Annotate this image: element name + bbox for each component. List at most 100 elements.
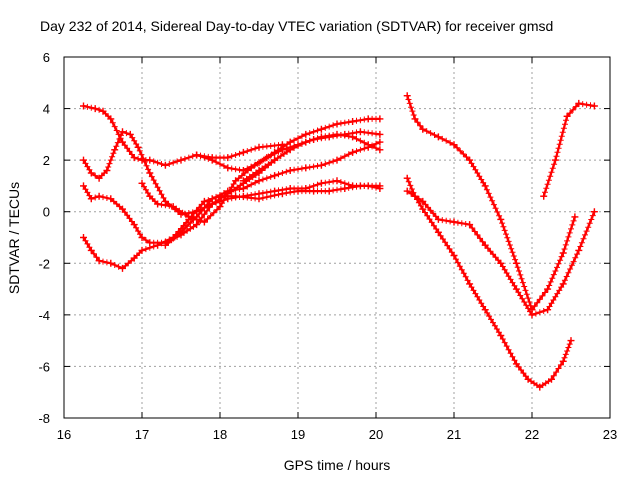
data-point <box>512 285 520 293</box>
data-point <box>224 154 232 162</box>
data-point <box>450 252 458 259</box>
data-point <box>193 151 201 159</box>
data-point <box>419 125 427 133</box>
data-point <box>224 187 232 195</box>
data-point <box>317 133 325 141</box>
data-point <box>376 182 384 190</box>
data-point <box>134 143 142 151</box>
series-line <box>406 94 577 311</box>
data-point <box>528 311 536 319</box>
data-point <box>434 228 442 236</box>
data-point <box>497 215 505 223</box>
data-point <box>119 205 126 213</box>
data-point <box>193 213 201 221</box>
data-point <box>286 146 294 154</box>
data-point <box>376 146 384 154</box>
data-point <box>481 306 489 314</box>
data-point <box>200 218 208 226</box>
data-point <box>317 179 325 187</box>
y-tick-label: -2 <box>38 256 50 271</box>
series-trace-f <box>161 138 384 249</box>
data-point <box>536 383 544 391</box>
data-point <box>294 187 302 195</box>
data-point <box>87 169 95 177</box>
series-line <box>542 102 596 198</box>
x-tick-label: 20 <box>369 427 383 442</box>
series-trace-g <box>193 115 384 174</box>
data-point <box>255 195 263 203</box>
data-point <box>466 156 474 164</box>
data-point <box>302 138 310 146</box>
data-point <box>563 112 571 120</box>
data-point <box>130 221 138 229</box>
data-point <box>349 148 357 156</box>
data-point <box>403 92 411 100</box>
data-point <box>310 187 318 195</box>
data-point <box>146 192 154 200</box>
data-point <box>271 148 279 156</box>
series-markers <box>404 92 578 313</box>
data-point <box>333 120 341 128</box>
data-point <box>286 138 294 146</box>
data-point <box>208 195 216 203</box>
data-point <box>590 208 598 216</box>
data-point <box>559 249 567 257</box>
data-point <box>154 241 162 249</box>
data-point <box>255 177 263 185</box>
series-markers <box>80 182 383 272</box>
x-tick-label: 22 <box>525 427 539 442</box>
data-point <box>80 156 87 164</box>
data-point <box>349 133 357 141</box>
data-point <box>232 192 240 200</box>
data-point <box>107 115 115 123</box>
data-point <box>571 213 579 221</box>
data-point <box>103 167 111 174</box>
data-point <box>512 360 520 368</box>
data-point <box>138 234 146 241</box>
data-point <box>119 128 126 136</box>
data-point <box>548 375 555 383</box>
axis-ticks: 16 17 18 19 20 21 22 23 -8 -6 -4 -2 0 2 4 6 <box>38 50 617 442</box>
data-point <box>356 182 364 190</box>
data-point <box>216 203 224 211</box>
data-point <box>376 130 384 138</box>
data-point <box>119 264 126 272</box>
data-point <box>146 156 154 164</box>
data-point <box>99 107 107 115</box>
data-point <box>138 246 146 254</box>
data-point <box>567 337 575 345</box>
series-trace-k <box>403 187 575 391</box>
series-traces <box>80 92 598 391</box>
data-point <box>87 195 95 203</box>
data-point <box>544 285 552 293</box>
data-point <box>466 280 474 288</box>
data-point <box>497 259 505 267</box>
data-point <box>95 174 103 182</box>
data-point <box>80 234 87 241</box>
x-tick-label: 18 <box>213 427 227 442</box>
series-markers <box>240 131 383 184</box>
data-point <box>91 105 99 113</box>
data-point <box>434 215 442 223</box>
data-point <box>356 128 364 136</box>
data-point <box>403 187 411 195</box>
x-axis-label: GPS time / hours <box>284 457 391 473</box>
data-point <box>271 156 279 164</box>
data-point <box>333 177 341 185</box>
data-point <box>450 141 458 149</box>
data-point <box>255 167 263 174</box>
data-point <box>512 259 520 267</box>
data-point <box>111 146 119 154</box>
data-point <box>481 241 489 249</box>
y-tick-label: -4 <box>38 308 50 323</box>
data-point <box>481 182 489 190</box>
data-point <box>80 182 87 190</box>
series-trace-l <box>540 99 598 200</box>
y-tick-label: -8 <box>38 411 50 426</box>
data-point <box>255 143 263 151</box>
data-point <box>419 197 427 205</box>
data-point <box>208 156 216 164</box>
data-point <box>590 102 598 110</box>
data-point <box>126 130 134 138</box>
